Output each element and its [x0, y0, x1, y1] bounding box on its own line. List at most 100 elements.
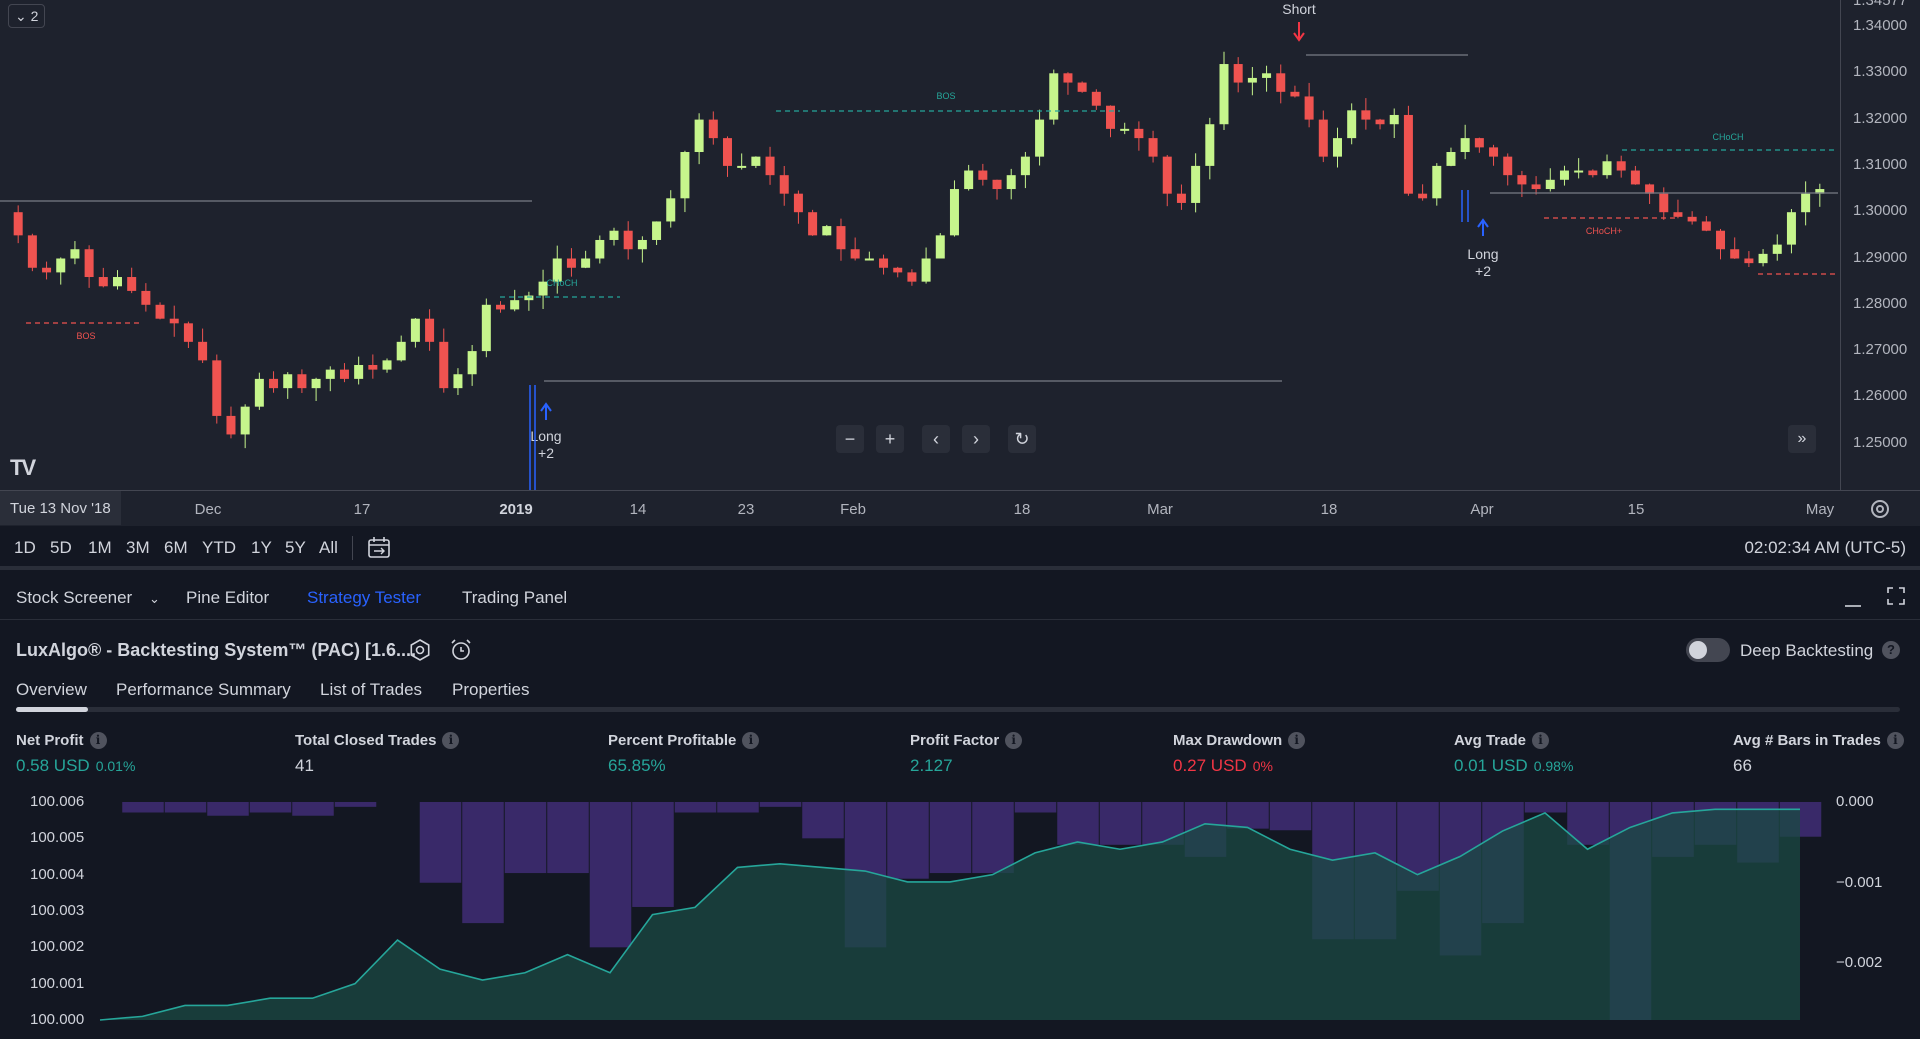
- candle-body: [1474, 138, 1484, 148]
- candle-body: [1361, 110, 1371, 120]
- info-icon[interactable]: i: [442, 732, 460, 749]
- metric-value: 65.85%: [608, 756, 666, 775]
- candle-body: [311, 378, 321, 389]
- metric-value: 0.01 USD: [1454, 756, 1528, 775]
- candle-body: [410, 318, 420, 342]
- subtab-properties[interactable]: Properties: [452, 680, 530, 699]
- info-icon[interactable]: i: [1288, 732, 1306, 749]
- tradingview-logo: TV: [10, 455, 36, 480]
- collapse-indicators-button[interactable]: ⌄ 2: [8, 4, 46, 28]
- drawdown-bar: [632, 802, 674, 907]
- tab-stock-screener[interactable]: Stock Screener ⌄: [16, 588, 160, 607]
- candle-body: [1545, 179, 1555, 190]
- deep-backtesting-toggle[interactable]: [1686, 638, 1730, 662]
- candle-body: [1489, 147, 1499, 157]
- time-axis[interactable]: Tue 13 Nov '18 Dec 17 2019 14 23 Feb 18 Mar 18 Ap…: [0, 490, 1920, 526]
- scroll-left-button[interactable]: ‹: [922, 425, 950, 453]
- candle-body: [155, 304, 165, 319]
- zoom-out-button[interactable]: −: [836, 425, 864, 453]
- time-label: 17: [353, 501, 371, 518]
- range-button-3m[interactable]: 3M: [126, 538, 150, 557]
- scroll-to-realtime-button[interactable]: »: [1788, 425, 1816, 453]
- price-axis[interactable]: 1.34577 1.34000 1.33000 1.32000 1.31000 1.300…: [1840, 0, 1920, 490]
- metric-profit-factor: Profit Factor i 2.127: [910, 732, 1023, 776]
- info-icon[interactable]: i: [89, 732, 107, 749]
- candle-body: [680, 152, 690, 199]
- alarm-clock-icon[interactable]: [448, 637, 474, 663]
- equity-drawdown-chart[interactable]: 100.006 100.005 100.004 100.003 100.002 100.0…: [0, 786, 1920, 1039]
- candle-body: [652, 221, 662, 240]
- help-icon[interactable]: ?: [1882, 641, 1900, 659]
- range-button-1d[interactable]: 1D: [14, 538, 36, 557]
- gear-icon[interactable]: [1868, 497, 1892, 521]
- bos-label: BOS: [76, 331, 95, 341]
- candle-body: [453, 374, 463, 389]
- long-signal-label: Long: [530, 428, 561, 444]
- reset-chart-button[interactable]: ↻: [1008, 425, 1036, 453]
- info-icon[interactable]: i: [1005, 732, 1023, 749]
- range-button-1y[interactable]: 1Y: [251, 538, 272, 557]
- price-chart-area[interactable]: BOS CHoCH BOS CHoCH+ CHoCH Short Long +2 Long +2 …: [0, 0, 1920, 490]
- info-icon[interactable]: i: [1886, 732, 1904, 749]
- range-button-6m[interactable]: 6M: [164, 538, 188, 557]
- subtab-list-of-trades[interactable]: List of Trades: [320, 680, 423, 699]
- range-button-ytd[interactable]: YTD: [202, 538, 236, 557]
- subtab-performance-summary[interactable]: Performance Summary: [116, 680, 291, 699]
- maximize-panel-icon[interactable]: [1886, 586, 1906, 606]
- candle-body: [1687, 216, 1697, 222]
- scroll-right-step-button[interactable]: ›: [962, 425, 990, 453]
- drawdown-bar: [334, 802, 377, 807]
- candle-body: [992, 179, 1002, 190]
- candle-body: [822, 226, 832, 236]
- info-icon[interactable]: i: [1531, 732, 1549, 749]
- tab-pine-editor[interactable]: Pine Editor: [186, 588, 270, 607]
- equity-y-label: 100.004: [30, 865, 85, 883]
- candle-body: [1106, 105, 1116, 129]
- candle-body: [751, 156, 761, 166]
- drawdown-bar: [419, 802, 462, 883]
- candle-body: [623, 230, 633, 250]
- drawdown-bar: [504, 802, 547, 874]
- candle-body: [1418, 193, 1428, 199]
- candle-body: [141, 290, 151, 305]
- zoom-in-button[interactable]: +: [876, 425, 904, 453]
- subtab-overview[interactable]: Overview: [16, 680, 87, 699]
- candle-body: [254, 378, 264, 407]
- tab-strategy-tester[interactable]: Strategy Tester: [307, 588, 422, 607]
- range-button-5y[interactable]: 5Y: [285, 538, 306, 557]
- time-label: 23: [737, 501, 755, 518]
- calendar-goto-icon[interactable]: [366, 535, 392, 561]
- timezone-clock[interactable]: 02:02:34 AM (UTC-5): [1744, 538, 1906, 557]
- strategy-title[interactable]: LuxAlgo® - Backtesting System™ (PAC) [1.…: [16, 640, 416, 660]
- candle-body: [1432, 165, 1442, 199]
- candle-body: [538, 281, 548, 296]
- equity-svg[interactable]: [0, 786, 1920, 1039]
- chevron-down-icon[interactable]: ⌄: [148, 591, 160, 606]
- candle-body: [1318, 119, 1328, 157]
- candle-body: [1786, 212, 1796, 245]
- equity-y-label: 100.001: [30, 974, 85, 992]
- drawdown-bar: [1014, 802, 1057, 813]
- drawdown-bar: [674, 802, 717, 813]
- candle-body: [269, 378, 279, 389]
- tab-trading-panel[interactable]: Trading Panel: [462, 588, 568, 607]
- long-arrow-icon: [1477, 218, 1489, 236]
- price-label: 1.26000: [1853, 387, 1908, 405]
- info-icon[interactable]: i: [742, 732, 760, 749]
- candle-body: [13, 212, 23, 236]
- settings-icon[interactable]: [408, 638, 432, 662]
- minimize-panel-icon[interactable]: [1844, 592, 1862, 608]
- range-button-1m[interactable]: 1M: [88, 538, 112, 557]
- candle-body: [552, 258, 562, 282]
- candle-body: [524, 295, 534, 301]
- price-label: 1.31000: [1853, 155, 1908, 173]
- price-label: 1.30000: [1853, 202, 1908, 220]
- time-label: Mar: [1147, 501, 1173, 518]
- range-button-all[interactable]: All: [319, 538, 338, 557]
- range-button-5d[interactable]: 5D: [50, 538, 72, 557]
- candle-body: [1134, 128, 1144, 139]
- drawdown-bar: [1524, 802, 1567, 813]
- drawdown-y-label: −0.002: [1836, 954, 1883, 972]
- candle-body: [666, 198, 676, 222]
